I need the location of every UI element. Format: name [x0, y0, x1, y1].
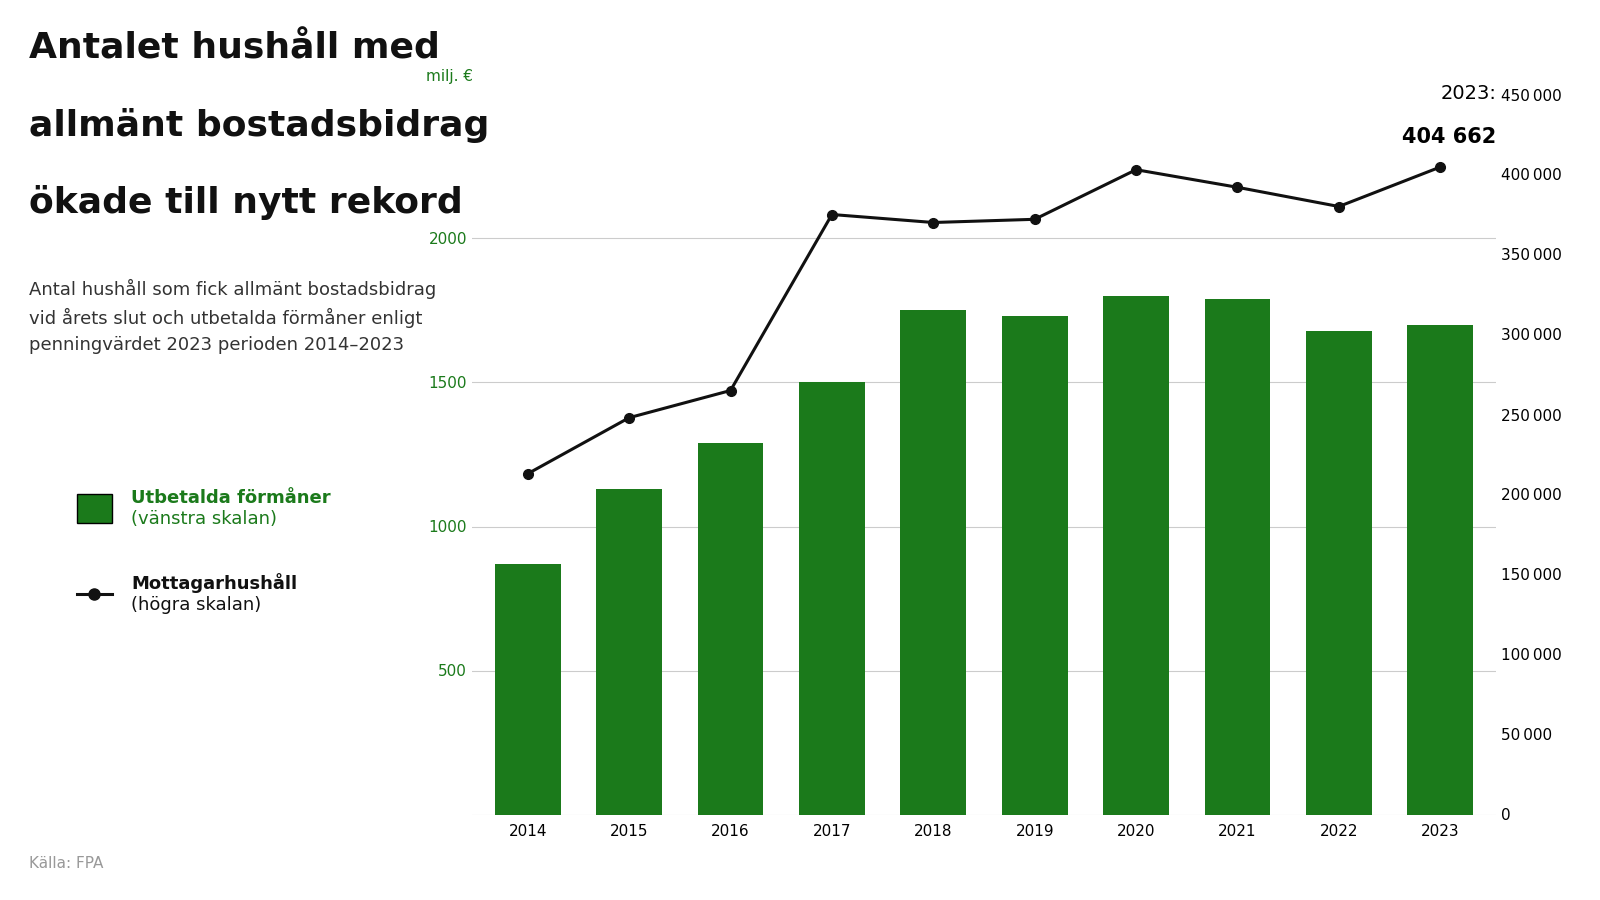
Bar — [1205, 299, 1270, 814]
Text: Antal hushåll som fick allmänt bostadsbidrag
vid årets slut och utbetalda förmån: Antal hushåll som fick allmänt bostadsbi… — [29, 279, 437, 354]
Text: Källa: FPA: Källa: FPA — [29, 856, 102, 871]
Bar — [1102, 296, 1170, 815]
Text: Antalet hushåll med: Antalet hushåll med — [29, 32, 440, 66]
Bar — [698, 443, 763, 814]
Text: allmänt bostadsbidrag: allmänt bostadsbidrag — [29, 108, 490, 143]
Bar — [494, 564, 560, 814]
Text: milj. €: milj. € — [426, 68, 474, 84]
Text: (vänstra skalan): (vänstra skalan) — [131, 510, 277, 528]
Bar — [798, 382, 866, 814]
Text: Mottagarhushåll: Mottagarhushåll — [131, 573, 298, 593]
Bar — [1002, 316, 1067, 814]
Text: Utbetalda förmåner: Utbetalda förmåner — [131, 489, 331, 507]
Text: 2023:: 2023: — [1440, 84, 1496, 103]
Bar — [1408, 325, 1474, 814]
Bar — [901, 310, 966, 814]
Bar — [1306, 330, 1371, 814]
Text: (högra skalan): (högra skalan) — [131, 596, 261, 614]
Text: ökade till nytt rekord: ökade till nytt rekord — [29, 184, 462, 220]
Text: 404 662: 404 662 — [1402, 127, 1496, 147]
Bar — [597, 489, 662, 814]
